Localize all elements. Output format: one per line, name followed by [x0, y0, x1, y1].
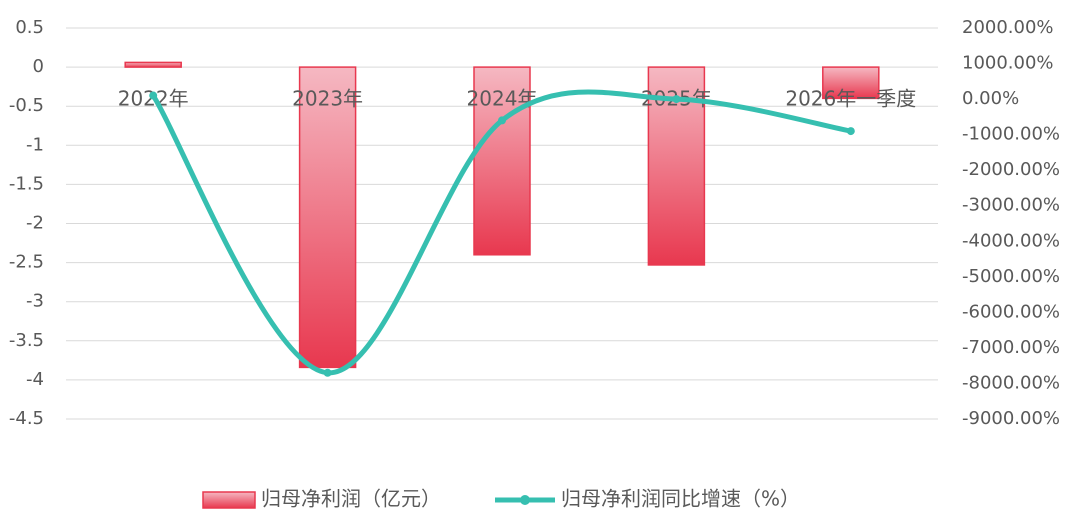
- y-tick-label: -1: [26, 134, 44, 155]
- y-tick-label: -1.5: [9, 173, 44, 194]
- lines: [149, 89, 855, 377]
- y2-tick-label: -6000.00%: [962, 301, 1060, 322]
- line-point: [846, 127, 855, 136]
- y-tick-label: 0: [33, 56, 44, 77]
- y2-tick-label: 2000.00%: [962, 17, 1054, 38]
- y2-tick-label: -3000.00%: [962, 195, 1060, 216]
- line-point: [323, 368, 332, 377]
- y2-tick-label: -2000.00%: [962, 159, 1060, 180]
- y2-tick-label: -8000.00%: [962, 372, 1060, 393]
- y2-tick-label: -5000.00%: [962, 266, 1060, 287]
- line-point: [498, 116, 506, 125]
- bar: [473, 66, 531, 256]
- bar: [822, 66, 880, 100]
- legend-label: 归母净利润（亿元）: [261, 487, 441, 511]
- bar: [298, 66, 357, 369]
- bars: [124, 61, 880, 369]
- bar: [124, 61, 182, 68]
- line-point: [672, 95, 681, 104]
- legend: 归母净利润（亿元） 归母净利润同比增速（%）: [202, 487, 800, 511]
- y2-tick-label: -4000.00%: [962, 230, 1060, 251]
- y2-tick-label: 1000.00%: [962, 53, 1054, 74]
- y-tick-label: -3: [26, 291, 44, 312]
- y-tick-label: -3.5: [9, 330, 44, 351]
- line: [150, 89, 854, 376]
- x-tick-label: 2026年一季度: [785, 87, 916, 111]
- y-tick-label: -4.5: [9, 408, 44, 429]
- y-tick-label: -0.5: [9, 95, 44, 116]
- y2-tick-label: -9000.00%: [962, 408, 1060, 429]
- legend-swatch-dot: [520, 495, 530, 505]
- y2-tick-label: -7000.00%: [962, 337, 1060, 358]
- y-tick-label: 0.5: [15, 17, 44, 38]
- legend-label: 归母净利润同比增速（%）: [561, 487, 800, 511]
- y-tick-label: -2: [26, 213, 44, 234]
- y-tick-label: -4: [26, 369, 44, 390]
- legend-swatch: [202, 491, 256, 509]
- y2-tick-label: 0.00%: [962, 88, 1019, 109]
- y-tick-label: -2.5: [9, 252, 44, 273]
- labels: 0.5 0 -0.5 -1 -1.5 -2 -2.5 -3 -3.5 -4 -4.5 2000.00%…: [9, 17, 1060, 429]
- line-point: [149, 91, 158, 100]
- y2-tick-label: -1000.00%: [962, 124, 1060, 145]
- x-tick-label: 2023年: [292, 87, 363, 111]
